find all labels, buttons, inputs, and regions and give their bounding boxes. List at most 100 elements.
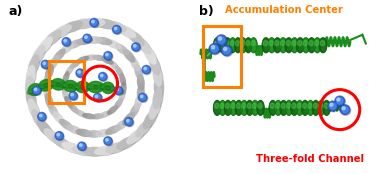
Circle shape bbox=[38, 112, 46, 121]
Ellipse shape bbox=[246, 41, 250, 46]
Ellipse shape bbox=[274, 38, 281, 53]
Circle shape bbox=[114, 27, 117, 30]
Circle shape bbox=[328, 101, 338, 111]
Circle shape bbox=[106, 139, 108, 141]
Circle shape bbox=[57, 133, 64, 141]
Ellipse shape bbox=[105, 39, 122, 49]
Circle shape bbox=[69, 92, 78, 100]
Ellipse shape bbox=[280, 101, 287, 115]
Ellipse shape bbox=[241, 101, 248, 115]
Ellipse shape bbox=[123, 49, 136, 63]
Circle shape bbox=[217, 36, 226, 44]
Ellipse shape bbox=[38, 120, 54, 138]
Circle shape bbox=[329, 102, 337, 110]
Ellipse shape bbox=[137, 74, 145, 91]
Ellipse shape bbox=[307, 101, 314, 115]
Ellipse shape bbox=[319, 38, 327, 53]
Ellipse shape bbox=[219, 38, 226, 53]
Ellipse shape bbox=[94, 145, 116, 156]
Ellipse shape bbox=[114, 43, 129, 55]
Circle shape bbox=[95, 95, 102, 102]
Circle shape bbox=[329, 102, 339, 112]
Ellipse shape bbox=[257, 101, 264, 115]
Ellipse shape bbox=[87, 85, 98, 89]
Ellipse shape bbox=[94, 18, 116, 29]
Circle shape bbox=[139, 94, 146, 101]
Circle shape bbox=[106, 53, 108, 56]
Ellipse shape bbox=[143, 45, 157, 65]
Ellipse shape bbox=[136, 120, 152, 138]
Ellipse shape bbox=[119, 73, 126, 86]
Ellipse shape bbox=[136, 37, 152, 56]
Ellipse shape bbox=[83, 18, 105, 27]
Ellipse shape bbox=[250, 38, 257, 53]
Ellipse shape bbox=[27, 65, 37, 88]
Ellipse shape bbox=[263, 41, 268, 46]
Circle shape bbox=[141, 95, 143, 98]
Circle shape bbox=[341, 106, 349, 114]
Circle shape bbox=[85, 36, 87, 38]
Circle shape bbox=[41, 60, 49, 69]
Ellipse shape bbox=[70, 59, 81, 69]
Ellipse shape bbox=[314, 41, 319, 46]
Ellipse shape bbox=[45, 93, 54, 110]
Ellipse shape bbox=[144, 45, 158, 66]
Circle shape bbox=[33, 87, 40, 94]
Circle shape bbox=[94, 94, 101, 101]
Ellipse shape bbox=[43, 128, 62, 144]
Ellipse shape bbox=[291, 101, 298, 115]
Ellipse shape bbox=[247, 103, 251, 108]
Ellipse shape bbox=[48, 102, 59, 118]
Circle shape bbox=[43, 62, 48, 67]
Circle shape bbox=[341, 106, 351, 115]
Ellipse shape bbox=[234, 38, 241, 53]
Circle shape bbox=[98, 72, 107, 81]
Ellipse shape bbox=[93, 85, 105, 89]
Ellipse shape bbox=[63, 83, 76, 88]
Circle shape bbox=[39, 114, 47, 121]
Circle shape bbox=[211, 46, 215, 49]
Ellipse shape bbox=[105, 21, 127, 32]
Ellipse shape bbox=[59, 119, 74, 131]
Circle shape bbox=[40, 114, 42, 117]
Ellipse shape bbox=[270, 103, 274, 108]
Circle shape bbox=[222, 46, 233, 57]
Circle shape bbox=[126, 119, 134, 127]
Circle shape bbox=[100, 74, 103, 77]
Ellipse shape bbox=[117, 136, 137, 151]
Ellipse shape bbox=[74, 109, 87, 118]
Ellipse shape bbox=[312, 101, 320, 115]
Ellipse shape bbox=[39, 80, 53, 91]
Circle shape bbox=[83, 34, 91, 42]
Ellipse shape bbox=[122, 112, 135, 126]
Circle shape bbox=[79, 144, 82, 146]
Ellipse shape bbox=[320, 41, 325, 46]
Circle shape bbox=[342, 107, 348, 113]
Circle shape bbox=[105, 52, 111, 59]
Ellipse shape bbox=[43, 83, 51, 100]
Circle shape bbox=[140, 95, 146, 100]
Circle shape bbox=[70, 92, 77, 99]
Ellipse shape bbox=[308, 103, 312, 108]
Ellipse shape bbox=[134, 64, 143, 81]
Ellipse shape bbox=[291, 38, 298, 53]
Circle shape bbox=[223, 48, 227, 51]
Ellipse shape bbox=[43, 30, 62, 46]
Ellipse shape bbox=[120, 81, 127, 95]
Ellipse shape bbox=[38, 37, 54, 56]
Circle shape bbox=[34, 88, 37, 91]
Ellipse shape bbox=[225, 41, 229, 46]
Ellipse shape bbox=[230, 101, 237, 115]
Circle shape bbox=[114, 27, 122, 34]
Ellipse shape bbox=[318, 101, 325, 115]
Ellipse shape bbox=[67, 39, 83, 49]
Circle shape bbox=[114, 27, 119, 32]
Ellipse shape bbox=[152, 65, 163, 87]
Ellipse shape bbox=[134, 93, 143, 110]
Ellipse shape bbox=[313, 103, 318, 108]
Circle shape bbox=[84, 36, 90, 41]
Circle shape bbox=[64, 39, 66, 42]
Ellipse shape bbox=[62, 71, 70, 84]
Ellipse shape bbox=[61, 142, 83, 153]
Ellipse shape bbox=[114, 119, 129, 131]
